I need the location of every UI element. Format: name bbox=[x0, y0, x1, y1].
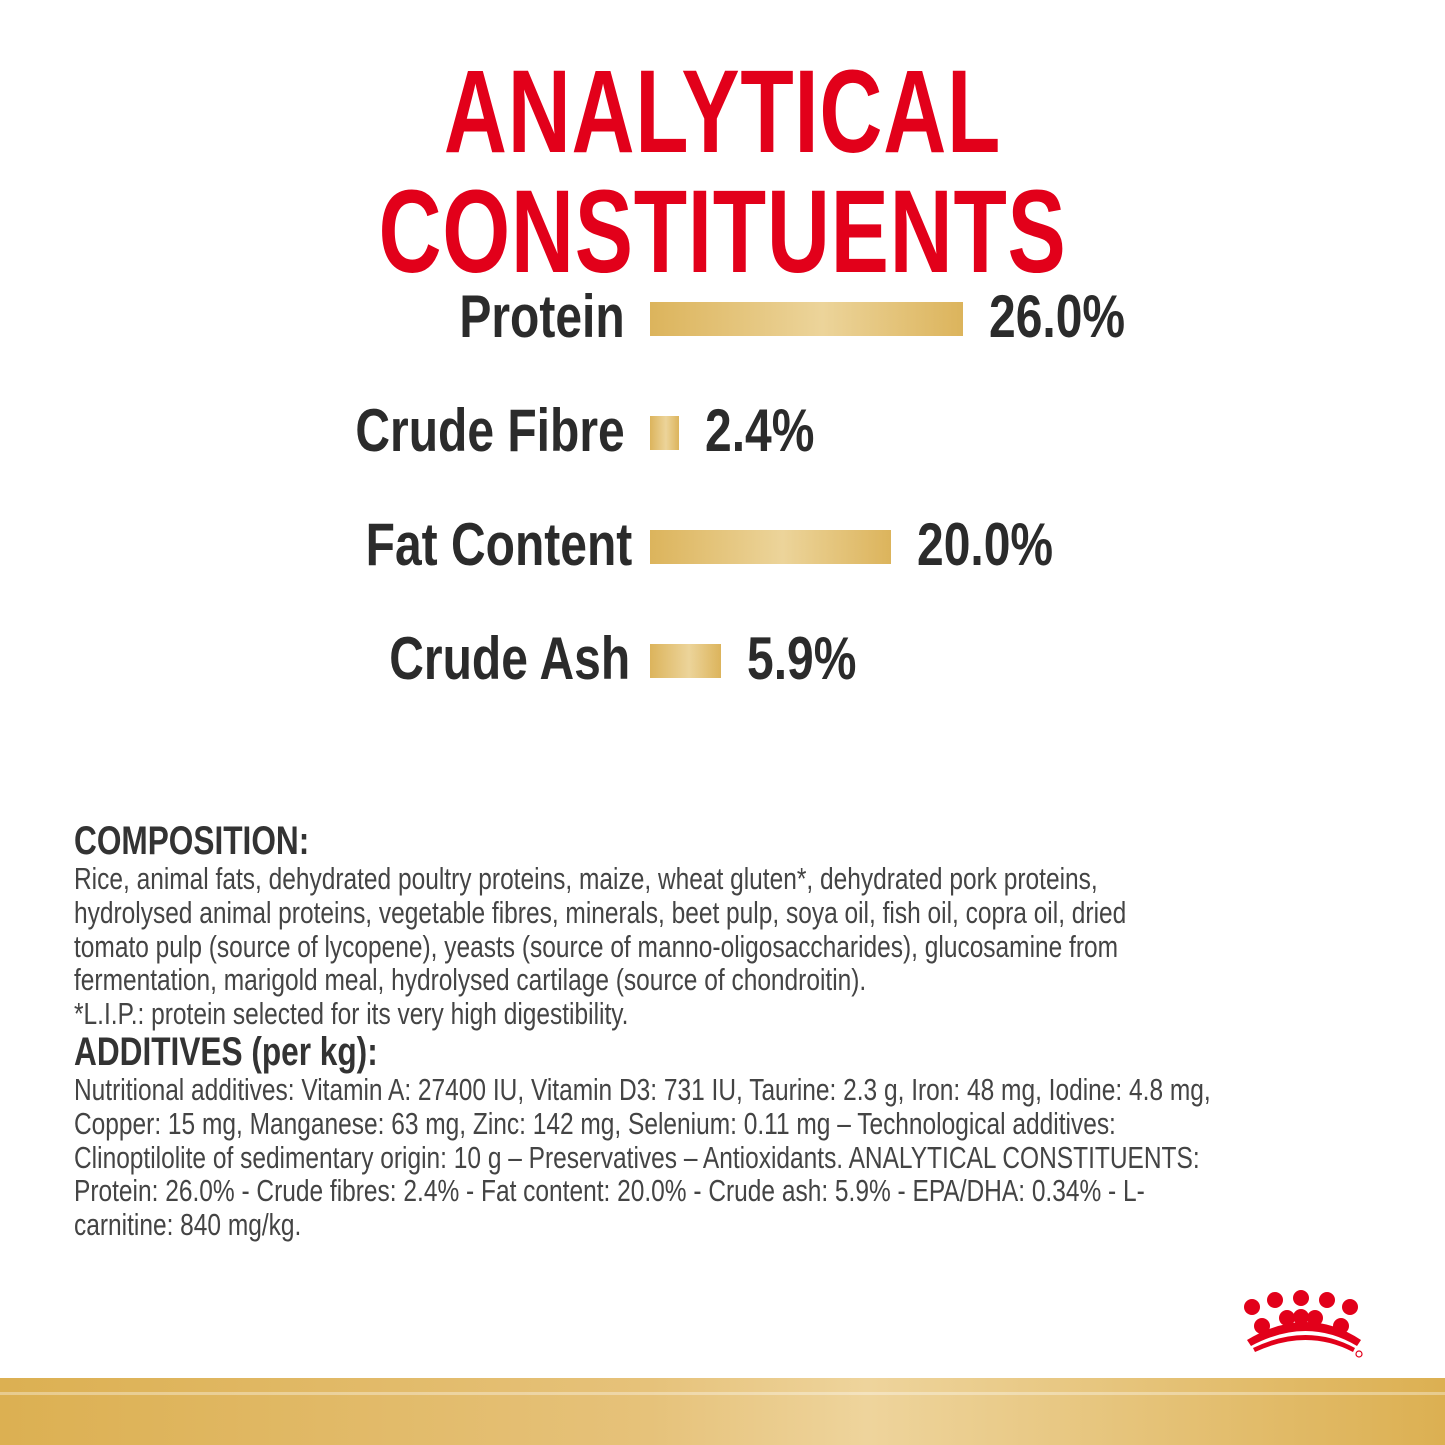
crown-icon bbox=[1244, 1290, 1363, 1358]
additives-line: carnitine: 840 mg/kg. bbox=[74, 1207, 302, 1243]
gold-footer-band bbox=[0, 1378, 1445, 1445]
composition-line: Rice, animal fats, dehydrated poultry pr… bbox=[74, 861, 1098, 896]
composition-line: fermentation, marigold meal, hydrolysed … bbox=[74, 962, 867, 998]
bar-label: Protein bbox=[459, 283, 625, 350]
composition-line: hydrolysed animal proteins, vegetable fi… bbox=[74, 894, 1127, 930]
bar-label: Crude Fibre bbox=[355, 397, 625, 464]
constituents-bar-chart: Protein 26.0% Crude Fibre 2.4% Fat Content 20… bbox=[355, 283, 1126, 692]
additives-heading: ADDITIVES (per kg): bbox=[74, 1029, 378, 1074]
ingredients-text: COMPOSITION: Rice, animal fats, dehydrat… bbox=[74, 820, 1211, 1242]
bar bbox=[650, 302, 964, 336]
bar-value-label: 2.4% bbox=[704, 397, 815, 464]
page-title: ANALYTICAL CONSTITUENTS bbox=[378, 46, 1067, 298]
bar bbox=[650, 416, 679, 450]
bar bbox=[650, 644, 722, 678]
composition-body: Rice, animal fats, dehydrated poultry pr… bbox=[74, 862, 1211, 1031]
additives-line: Copper: 15 mg, Manganese: 63 mg, Zinc: 1… bbox=[74, 1105, 1116, 1141]
bar-label: Fat Content bbox=[365, 511, 632, 578]
bar-value-label: 26.0% bbox=[989, 283, 1126, 350]
additives-line: Clinoptilolite of sedimentary origin: 10… bbox=[74, 1139, 1200, 1175]
composition-line: *L.I.P.: protein selected for its very h… bbox=[74, 996, 629, 1032]
bar bbox=[650, 530, 891, 564]
bar-value-label: 5.9% bbox=[747, 625, 857, 692]
additives-line: Nutritional additives: Vitamin A: 27400 … bbox=[74, 1071, 1211, 1107]
additives-body: Nutritional additives: Vitamin A: 27400 … bbox=[74, 1073, 1211, 1242]
composition-line: tomato pulp (source of lycopene), yeasts… bbox=[74, 928, 1119, 964]
bar-label: Crude Ash bbox=[389, 625, 630, 692]
bar-value-label: 20.0% bbox=[917, 511, 1054, 578]
additives-line: Protein: 26.0% - Crude fibres: 2.4% - Fa… bbox=[74, 1173, 1145, 1209]
composition-heading: COMPOSITION: bbox=[74, 819, 310, 863]
